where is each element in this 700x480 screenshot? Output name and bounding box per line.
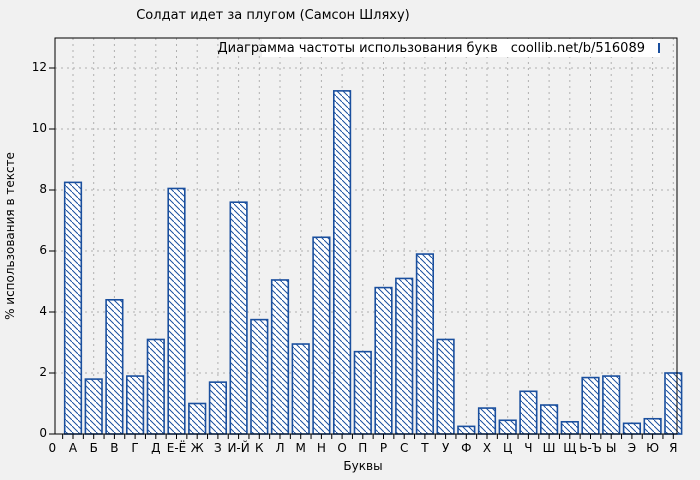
x-tick-label-Э: Э: [627, 441, 637, 455]
x-tick-label-Т: Т: [421, 441, 429, 455]
x-tick-label-Е-Ё: Е-Ё: [166, 441, 187, 455]
y-tick-label-8: 8: [39, 182, 47, 196]
legend-source-link[interactable]: coollib.net/b/516089: [510, 40, 645, 56]
x-tick-label-М: М: [295, 441, 306, 455]
bar-З: [208, 381, 228, 435]
bar-Ц: [498, 419, 517, 435]
x-tick-label-С: С: [399, 441, 409, 455]
x-tick-label-Ы: Ы: [605, 441, 617, 455]
plot-border: [54, 37, 678, 435]
x-tick-label-П: П: [358, 441, 368, 455]
x-tick-label-Х: Х: [482, 441, 492, 455]
x-tick-label-Б: Б: [89, 441, 98, 455]
bar-И-Й: [229, 201, 248, 435]
x-tick-label-Ч: Ч: [524, 441, 533, 455]
bar-П: [353, 350, 372, 435]
x-tick-label-Р: Р: [379, 441, 388, 455]
x-tick-label-Ц: Ц: [503, 441, 513, 455]
bar-Т: [415, 253, 435, 435]
bar-Н: [312, 236, 331, 435]
bar-Э: [622, 422, 641, 435]
bar-Р: [374, 286, 393, 435]
bar-Ж: [188, 402, 207, 435]
bar-Ф: [457, 425, 476, 435]
bar-Л: [270, 279, 290, 435]
y-tick-label-2: 2: [39, 365, 47, 379]
bar-Х: [477, 407, 497, 435]
y-tick-label-6: 6: [39, 243, 47, 257]
y-tick-label-12: 12: [31, 60, 47, 74]
x-tick-label-Щ: Щ: [563, 441, 577, 455]
bar-Ч: [519, 390, 538, 435]
x-tick-label-Ь-Ъ: Ь-Ъ: [579, 441, 602, 455]
bar-А: [63, 181, 83, 435]
legend-label: Диаграмма частоты использования букв: [217, 40, 498, 56]
legend-hatch-swatch-icon: [658, 43, 660, 53]
x-tick-label-Г: Г: [131, 441, 139, 455]
x-tick-label-К: К: [255, 441, 264, 455]
y-axis-title: % использования в тексте: [3, 152, 17, 320]
x-tick-label-Ю: Ю: [646, 441, 660, 455]
y-tick-label-4: 4: [39, 304, 47, 318]
x-tick-label-В: В: [110, 441, 119, 455]
bar-С: [395, 277, 414, 435]
x-tick-label-И-Й: И-Й: [227, 441, 250, 455]
y-tick-label-0: 0: [39, 426, 47, 440]
bar-Я: [664, 372, 683, 435]
bar-О: [332, 90, 352, 435]
x-tick-label-Д: Д: [151, 441, 161, 455]
bar-Ю: [643, 417, 662, 435]
bar-Ы: [602, 375, 621, 435]
x-tick-label-Ж: Ж: [190, 441, 204, 455]
axes-and-ticks: [49, 37, 678, 439]
chart-title: Солдат идет за плугом (Самсон Шляху): [136, 8, 410, 23]
x-tick-label-З: З: [214, 441, 222, 455]
bar-К: [250, 318, 269, 435]
bar-В: [105, 298, 124, 435]
bar-М: [291, 343, 310, 435]
x-tick-label-Я: Я: [669, 441, 678, 455]
bar-Ь-Ъ: [581, 376, 600, 435]
y-tick-label-10: 10: [31, 121, 47, 135]
x-tick-label-Ш: Ш: [542, 441, 556, 455]
bar-Щ: [560, 420, 579, 435]
bars: [63, 90, 683, 435]
x-tick-label-А: А: [68, 441, 78, 455]
legend: Диаграмма частоты использования букв coo…: [217, 39, 660, 57]
bar-У: [436, 338, 455, 435]
x-tick-label-0: 0: [48, 441, 57, 455]
bar-Е-Ё: [167, 187, 186, 435]
bar-Г: [126, 375, 145, 435]
x-axis-title: Буквы: [343, 459, 383, 473]
x-tick-label-У: У: [441, 441, 450, 455]
bar-Ш: [539, 404, 559, 435]
x-tick-label-Л: Л: [275, 441, 285, 455]
x-tick-label-О: О: [337, 441, 347, 455]
x-tick-label-Ф: Ф: [461, 441, 472, 455]
x-tick-label-Н: Н: [316, 441, 326, 455]
bar-Б: [84, 378, 103, 435]
bar-Д: [146, 338, 165, 435]
